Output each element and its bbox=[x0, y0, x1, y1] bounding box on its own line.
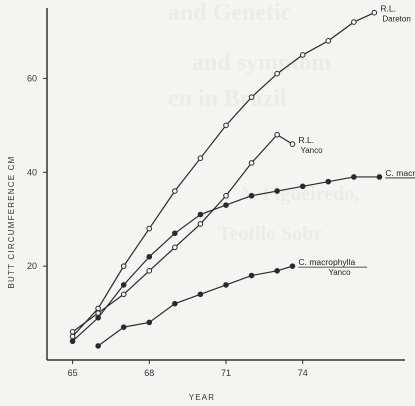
axis-ticks: 65 68 71 74 20 40 60 bbox=[27, 73, 308, 378]
data-point-c-macrophylla-dareton bbox=[299, 183, 306, 190]
data-point-r-l-dareton bbox=[248, 94, 255, 100]
data-point-r-l-yanco bbox=[223, 192, 229, 199]
x-tick-label: 74 bbox=[298, 368, 308, 378]
data-point-c-macrophylla-dareton bbox=[325, 178, 332, 185]
data-point-c-macrophylla-yanco bbox=[197, 291, 204, 298]
data-point-c-macrophylla-dareton bbox=[376, 174, 383, 180]
series-line-r-l-yanco bbox=[72, 133, 293, 333]
y-tick-label: 40 bbox=[27, 167, 37, 177]
data-point-c-macrophylla-dareton bbox=[69, 338, 76, 345]
data-point-c-macrophylla-yanco bbox=[95, 343, 101, 349]
series-label-c-macrophylla-yanco: C. macrophylla bbox=[298, 257, 355, 267]
data-point-r-l-yanco bbox=[248, 160, 255, 166]
data-point-c-macrophylla-yanco bbox=[274, 268, 280, 274]
data-point-c-macrophylla-yanco bbox=[289, 263, 296, 269]
data-point-r-l-dareton bbox=[371, 9, 378, 16]
data-point-c-macrophylla-dareton bbox=[172, 230, 178, 237]
data-point-r-l-yanco bbox=[172, 244, 178, 251]
data-point-c-macrophylla-dareton bbox=[351, 174, 357, 180]
data-point-r-l-dareton bbox=[223, 122, 229, 129]
series-label-c-macrophylla-dareton: C. macrophylla bbox=[385, 168, 415, 178]
data-point-r-l-dareton bbox=[197, 155, 204, 161]
data-point-c-macrophylla-dareton bbox=[223, 202, 229, 208]
data-point-r-l-dareton bbox=[299, 52, 306, 58]
svg-text:en in Brazil: en in Brazil bbox=[168, 86, 287, 112]
data-point-r-l-yanco bbox=[289, 141, 296, 147]
data-point-r-l-dareton bbox=[351, 19, 357, 25]
x-axis-title: YEAR bbox=[189, 393, 216, 402]
data-point-r-l-dareton bbox=[325, 38, 332, 44]
data-point-c-macrophylla-dareton bbox=[95, 314, 101, 321]
data-point-r-l-dareton bbox=[274, 70, 280, 77]
y-axis-title: BUTT CIRCUMFERENCE CM bbox=[7, 155, 16, 288]
svg-text:and symptom: and symptom bbox=[192, 50, 331, 76]
x-tick-label: 68 bbox=[144, 368, 154, 378]
series-site-label-r-l-dareton: Dareton bbox=[382, 15, 410, 24]
data-point-r-l-dareton bbox=[146, 225, 153, 232]
svg-text:A. Figueiredo,: A. Figueiredo, bbox=[238, 183, 359, 205]
data-point-c-macrophylla-dareton bbox=[197, 211, 204, 218]
data-point-c-macrophylla-yanco bbox=[223, 282, 229, 288]
data-point-r-l-yanco bbox=[95, 310, 101, 316]
y-tick-label: 60 bbox=[27, 73, 37, 83]
data-point-r-l-dareton bbox=[69, 333, 76, 340]
series-site-label-c-macrophylla-yanco: Yanco bbox=[328, 268, 351, 277]
series-label-r-l-yanco: R.L. bbox=[298, 135, 314, 145]
data-point-c-macrophylla-dareton bbox=[248, 192, 255, 199]
data-point-c-macrophylla-yanco bbox=[248, 272, 255, 279]
data-point-r-l-yanco bbox=[274, 131, 280, 138]
data-point-c-macrophylla-yanco bbox=[146, 319, 153, 326]
x-tick-label: 65 bbox=[68, 368, 78, 378]
data-point-c-macrophylla-dareton bbox=[146, 253, 153, 260]
data-point-r-l-yanco bbox=[197, 221, 204, 227]
data-point-r-l-dareton bbox=[120, 263, 127, 269]
data-point-r-l-dareton bbox=[95, 305, 101, 312]
data-point-c-macrophylla-yanco bbox=[172, 300, 178, 307]
series-site-label-r-l-yanco: Yanco bbox=[300, 146, 323, 155]
y-tick-label: 20 bbox=[27, 261, 37, 271]
series-label-r-l-dareton: R.L. bbox=[380, 4, 396, 14]
data-point-r-l-yanco bbox=[69, 329, 76, 335]
x-tick-label: 71 bbox=[221, 368, 231, 378]
svg-text:and Genetic: and Genetic bbox=[168, 0, 292, 26]
svg-text:Teofilo Sobr: Teofilo Sobr bbox=[218, 223, 322, 245]
series-points bbox=[69, 9, 383, 349]
data-point-c-macrophylla-yanco bbox=[120, 324, 127, 330]
data-point-c-macrophylla-dareton bbox=[274, 188, 280, 194]
data-point-c-macrophylla-dareton bbox=[120, 282, 127, 288]
data-point-r-l-yanco bbox=[120, 291, 127, 298]
series-line-c-macrophylla-yanco bbox=[97, 265, 293, 347]
data-point-r-l-dareton bbox=[172, 188, 178, 194]
data-point-r-l-yanco bbox=[146, 268, 153, 274]
background-ghost-text: and Genetic and symptom en in Brazil A. … bbox=[168, 0, 359, 245]
